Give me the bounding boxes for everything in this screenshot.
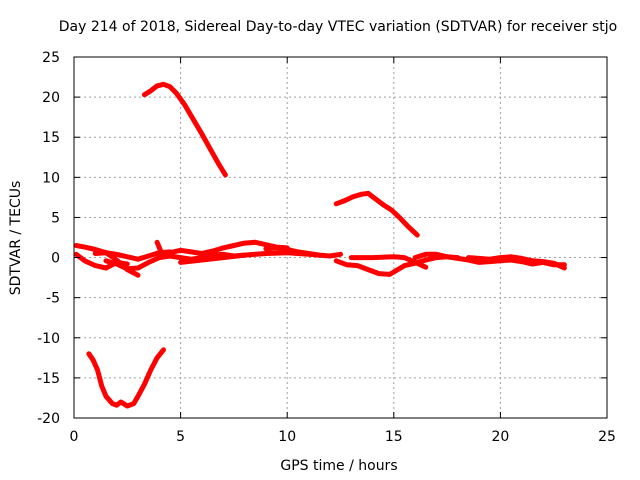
series-arc-negative-large — [86, 347, 166, 409]
x-tick-label: 20 — [491, 429, 509, 445]
y-tick-label: 20 — [42, 90, 60, 106]
series-near-zero-a — [73, 243, 173, 262]
series-group — [73, 81, 567, 409]
grid — [74, 57, 607, 418]
y-tick-label: -5 — [46, 291, 60, 307]
x-tick-label: 25 — [598, 429, 616, 445]
y-tick-label: 10 — [42, 170, 60, 186]
plot-frame — [73, 56, 608, 419]
y-tick-label: 5 — [51, 210, 60, 226]
y-tick-label: -20 — [37, 411, 60, 427]
y-tick-label: -15 — [37, 371, 60, 387]
series-near-zero-g — [263, 245, 322, 258]
series-near-zero-e — [154, 239, 290, 256]
y-tick-label: -10 — [37, 331, 60, 347]
series-near-zero-d — [92, 250, 141, 278]
y-axis-label: SDTVAR / TECUs — [8, 181, 24, 296]
y-tick-label: 25 — [42, 50, 60, 66]
y-tick-label: 15 — [42, 130, 60, 146]
series-arc-positive-evening — [333, 190, 420, 238]
series-arc-positive-large — [141, 81, 228, 178]
y-tick-label: 0 — [51, 251, 60, 267]
series-near-zero-h — [333, 254, 461, 277]
chart-title: Day 214 of 2018, Sidereal Day-to-day VTE… — [59, 19, 617, 35]
x-tick-label: 15 — [385, 429, 403, 445]
axis-ticks: 0 5 10 15 20 25 -20 -15 -10 -5 0 5 10 15 20 25 — [37, 50, 616, 445]
series-near-zero-k — [465, 254, 567, 271]
series-near-zero-f — [178, 250, 343, 265]
series-near-zero-i — [348, 254, 429, 270]
x-tick-label: 0 — [70, 429, 79, 445]
x-axis-label: GPS time / hours — [280, 458, 397, 474]
x-tick-label: 5 — [176, 429, 185, 445]
x-tick-label: 10 — [278, 429, 296, 445]
